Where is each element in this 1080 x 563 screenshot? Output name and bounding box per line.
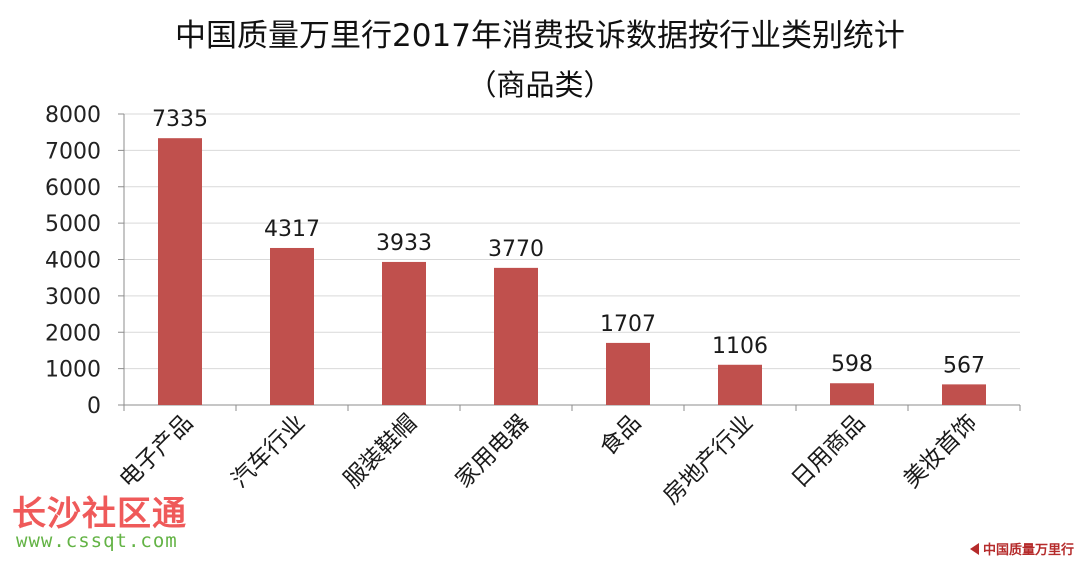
data-label: 1707 — [600, 312, 656, 337]
bar-3 — [382, 261, 426, 405]
data-label: 567 — [943, 353, 985, 378]
y-tick-label: 1000 — [45, 358, 101, 383]
y-tick-label: 6000 — [45, 176, 101, 201]
bar-1 — [158, 138, 202, 405]
gridlines — [124, 113, 1020, 370]
chart-title: 中国质量万里行2017年消费投诉数据按行业类别统计 — [175, 18, 905, 54]
x-tick-label: 食品 — [595, 410, 646, 461]
bar-2 — [270, 247, 314, 405]
x-tick-label: 服装鞋帽 — [339, 410, 422, 493]
bar-4 — [494, 267, 538, 405]
watermark-brand-text: 中国质量万里行 — [982, 543, 1074, 558]
data-label: 3770 — [488, 237, 544, 262]
bar-5 — [606, 342, 650, 405]
brand-logo-icon — [969, 543, 979, 555]
data-label: 598 — [831, 352, 873, 377]
data-label: 1106 — [712, 334, 768, 359]
bar-7 — [830, 383, 874, 405]
axes — [118, 113, 1021, 411]
data-label: 4317 — [264, 217, 320, 242]
y-tick-label: 8000 — [45, 103, 101, 128]
data-label: 3933 — [376, 231, 432, 256]
y-tick-label: 7000 — [45, 139, 101, 164]
y-tick-label: 5000 — [45, 212, 101, 237]
x-tick-label: 房地产行业 — [659, 410, 759, 510]
chart-subtitle: （商品类） — [467, 68, 613, 102]
y-tick-label: 4000 — [45, 249, 101, 274]
x-tick-label: 汽车行业 — [227, 410, 310, 493]
watermark-site-url: www.cssqt.com — [16, 530, 178, 552]
x-tick-label: 电子产品 — [115, 410, 198, 493]
bars — [158, 138, 986, 405]
y-tick-label: 0 — [87, 394, 101, 419]
y-tick-label: 2000 — [45, 321, 101, 346]
bar-8 — [942, 384, 986, 405]
x-tick-label: 美妆首饰 — [899, 410, 982, 493]
bar-6 — [718, 364, 762, 405]
y-tick-label: 3000 — [45, 285, 101, 310]
watermark-site-name: 长沙社区通 — [12, 494, 187, 534]
watermark-brand: 中国质量万里行 — [969, 539, 1074, 558]
x-tick-label: 家用电器 — [451, 410, 534, 493]
data-label: 7335 — [152, 107, 208, 132]
x-tick-label: 日用商品 — [787, 410, 870, 493]
